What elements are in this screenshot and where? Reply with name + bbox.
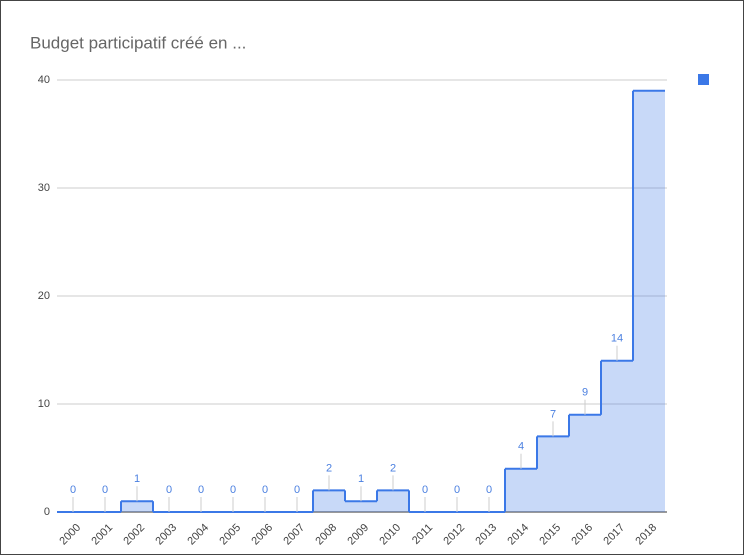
data-label: 2 (326, 462, 332, 474)
y-tick-label: 10 (38, 398, 50, 410)
chart-title: Budget participatif créé en ... (30, 33, 246, 52)
area-step (121, 501, 153, 512)
data-label: 2 (390, 462, 396, 474)
area-step (633, 90, 665, 513)
y-tick-label: 0 (44, 506, 50, 518)
y-tick-label: 30 (38, 182, 50, 194)
data-label: 0 (422, 484, 428, 496)
data-label: 1 (134, 473, 140, 485)
data-label: 0 (198, 484, 204, 496)
data-label: 0 (294, 484, 300, 496)
area-step (569, 414, 601, 512)
area-step (377, 490, 409, 512)
data-label: 7 (550, 408, 556, 420)
data-label: 0 (166, 484, 172, 496)
data-label: 0 (486, 484, 492, 496)
area-step (537, 436, 569, 512)
y-tick-label: 20 (38, 290, 50, 302)
legend-swatch (698, 74, 709, 85)
data-label: 0 (262, 484, 268, 496)
data-label: 0 (454, 484, 460, 496)
y-tick-label: 40 (38, 74, 50, 86)
data-label: 14 (611, 333, 623, 345)
data-label: 1 (358, 473, 364, 485)
data-label: 4 (518, 441, 524, 453)
area-step (601, 360, 633, 512)
data-label: 0 (70, 484, 76, 496)
data-label: 0 (230, 484, 236, 496)
data-label: 9 (582, 387, 588, 399)
area-step (345, 501, 377, 512)
area-step (313, 490, 345, 512)
data-label: 0 (102, 484, 108, 496)
area-step (505, 468, 537, 512)
